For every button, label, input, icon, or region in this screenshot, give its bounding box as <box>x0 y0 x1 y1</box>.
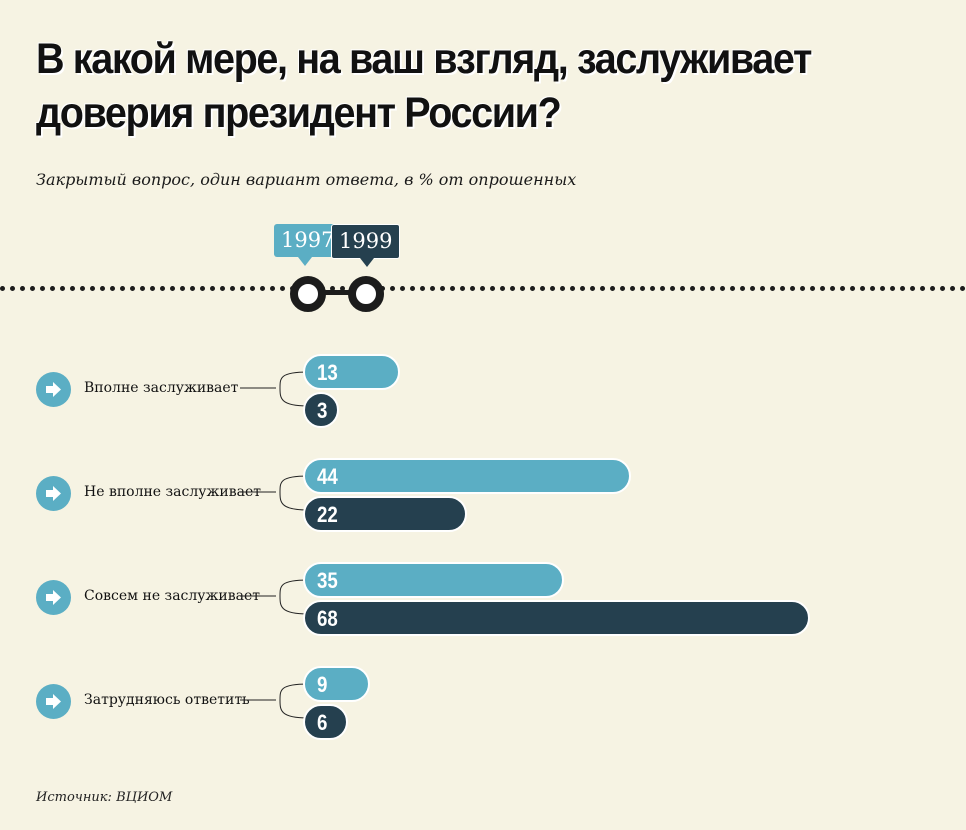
timeline-range-bar <box>308 290 368 295</box>
category-label: Не вполне заслуживает <box>84 484 261 500</box>
year-tab-1999[interactable]: 1999 <box>331 224 401 267</box>
category-row: Затрудняюсь ответить 9 6 <box>0 666 966 746</box>
bar-1999: 22 <box>303 496 467 532</box>
bar-1997: 9 <box>303 666 371 702</box>
category-connector <box>240 683 309 719</box>
timeline-handle-1997[interactable] <box>290 276 326 312</box>
bar-1999: 3 <box>303 392 339 428</box>
arrow-right-icon <box>36 372 71 407</box>
bar-value-label: 35 <box>317 568 338 593</box>
category-row: Совсем не заслуживает 35 68 <box>0 562 966 642</box>
bar-value-label: 6 <box>317 710 328 735</box>
timeline-dotted-line <box>0 286 966 291</box>
bar-1997: 13 <box>303 354 400 390</box>
arrow-right-icon <box>36 476 71 511</box>
bar-value-label: 68 <box>317 606 338 631</box>
bar-value-label: 22 <box>317 502 338 527</box>
bar-1997: 44 <box>303 458 631 494</box>
category-row: Не вполне заслуживает 44 22 <box>0 458 966 538</box>
year-tab-1997[interactable]: 1997 <box>274 224 342 266</box>
chart-title: В какой мере, на ваш взгляд, заслуживает… <box>36 32 864 140</box>
category-label: Затрудняюсь ответить <box>84 692 250 708</box>
category-label: Вполне заслуживает <box>84 380 239 396</box>
source-note: Источник: ВЦИОМ <box>36 790 173 805</box>
title-line-1: В какой мере, на ваш взгляд, заслуживает <box>36 35 812 83</box>
category-connector <box>240 475 309 511</box>
title-line-2: доверия президент России? <box>36 89 562 137</box>
arrow-right-icon <box>36 580 71 615</box>
bar-value-label: 13 <box>317 360 338 385</box>
bar-1999: 6 <box>303 704 348 740</box>
chart-subtitle: Закрытый вопрос, один вариант ответа, в … <box>36 170 577 189</box>
bar-1999: 68 <box>303 600 810 636</box>
category-connector <box>240 579 309 615</box>
category-connector <box>240 371 309 407</box>
bar-1997: 35 <box>303 562 564 598</box>
arrow-right-icon <box>36 684 71 719</box>
category-row: Вполне заслуживает 13 3 <box>0 354 966 434</box>
bar-value-label: 3 <box>317 398 328 423</box>
category-label: Совсем не заслуживает <box>84 588 260 604</box>
timeline-handle-1999[interactable] <box>348 276 384 312</box>
bar-value-label: 9 <box>317 672 328 697</box>
bar-value-label: 44 <box>317 464 338 489</box>
